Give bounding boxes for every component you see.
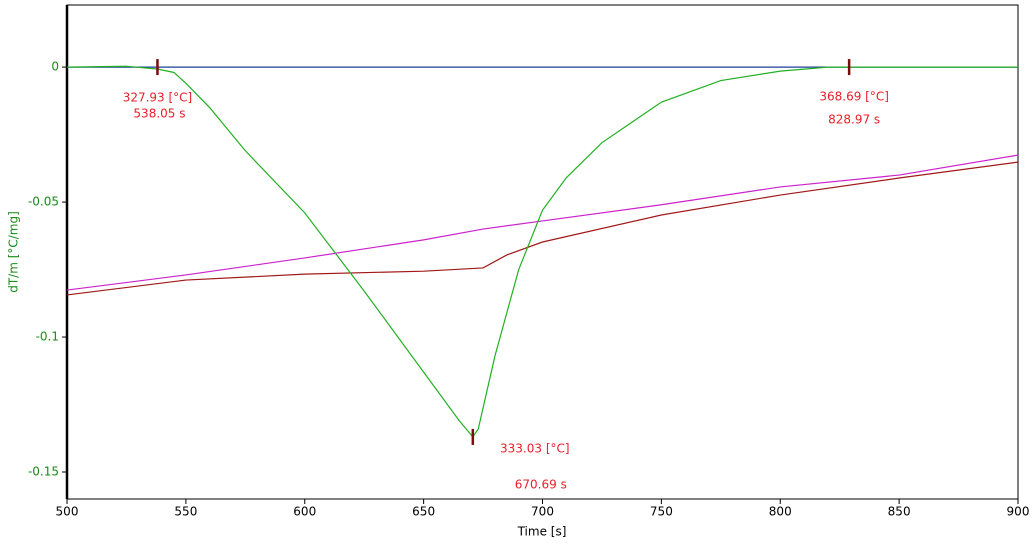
series-line	[66, 161, 1019, 296]
x-tick-label: 550	[174, 505, 197, 519]
y-tick-label: -0.15	[28, 465, 59, 479]
x-tick-label: 900	[1007, 505, 1030, 519]
plot-frame	[66, 4, 1019, 500]
x-tick-label: 750	[650, 505, 673, 519]
y-tick-label: 0	[51, 60, 59, 74]
x-tick-label: 800	[769, 505, 792, 519]
series-line	[66, 154, 1019, 291]
y-tick-label: -0.1	[36, 330, 59, 344]
y-axis-label: dT/m [°C/mg]	[7, 211, 21, 293]
series-line	[66, 65, 1018, 438]
x-tick-label: 650	[412, 505, 435, 519]
x-tick-label: 600	[293, 505, 316, 519]
annotation-time: 828.97 s	[828, 113, 880, 127]
x-tick-label: 850	[888, 505, 911, 519]
x-tick-label: 700	[531, 505, 554, 519]
x-tick-label: 500	[56, 505, 79, 519]
annotation-time: 538.05 s	[133, 107, 185, 121]
y-tick-label: -0.05	[28, 195, 59, 209]
x-axis-label: Time [s]	[517, 525, 567, 539]
annotation-temperature: 368.69 [°C]	[819, 90, 889, 104]
annotation-time: 670.69 s	[515, 477, 567, 491]
annotation-temperature: 327.93 [°C]	[123, 91, 193, 105]
annotation-temperature: 333.03 [°C]	[500, 441, 570, 455]
